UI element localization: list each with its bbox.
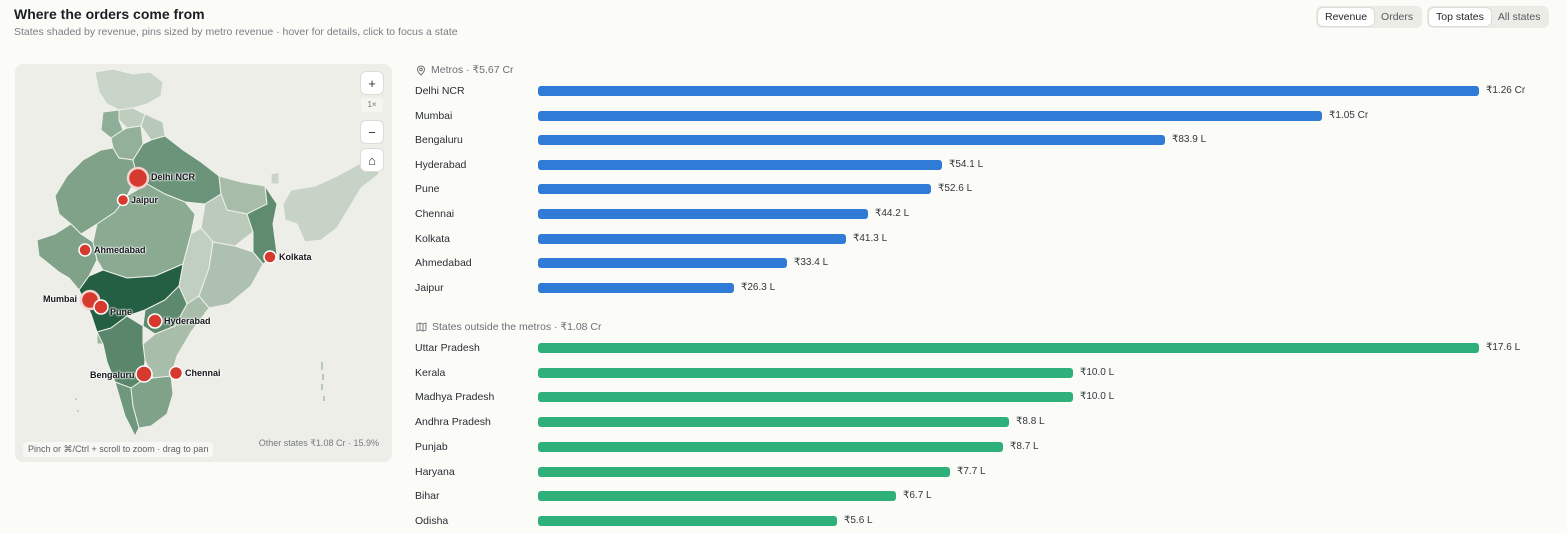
states-row-label: Odisha — [415, 514, 449, 527]
metros-bar[interactable] — [538, 233, 846, 244]
states-bar-value: ₹8.8 L — [1016, 416, 1045, 428]
zoom-in-button[interactable]: + — [361, 72, 383, 94]
pin-bengaluru[interactable] — [135, 365, 153, 383]
states-row-label: Bihar — [415, 490, 440, 503]
metros-row-label: Chennai — [415, 208, 455, 220]
metros-bar[interactable] — [538, 159, 942, 170]
state-jammu-kashmir[interactable] — [94, 68, 164, 111]
pin-label-bengaluru: Bengaluru — [90, 370, 135, 380]
pin-label-mumbai: Mumbai — [43, 294, 78, 304]
states-bar-value: ₹17.6 L — [1486, 342, 1521, 353]
metros-row-label: Hyderabad — [415, 158, 467, 171]
metros-bar-value: ₹83.9 L — [1172, 134, 1207, 146]
metros-bar[interactable] — [538, 86, 1479, 96]
metros-bar[interactable] — [538, 282, 734, 293]
scope-toggle: Top states All states — [1427, 6, 1550, 28]
pin-label-pune: Pune — [110, 307, 133, 317]
metric-orders-button[interactable]: Orders — [1381, 11, 1414, 23]
metric-toggle: Revenue Orders — [1316, 6, 1423, 28]
state-uttarakhand[interactable] — [140, 113, 166, 141]
metros-bar-value: ₹44.2 L — [875, 208, 910, 219]
state-tamil-nadu[interactable] — [130, 375, 174, 429]
page-subtitle: States shaded by revenue, pins sized by … — [14, 26, 458, 38]
states-bar-value: ₹6.7 L — [903, 490, 932, 502]
pin-pune[interactable] — [93, 299, 109, 315]
scope-all-states-button[interactable]: All states — [1497, 11, 1541, 23]
states-bar-value: ₹7.7 L — [957, 465, 986, 477]
metros-row-label: Jaipur — [415, 281, 444, 294]
states-row-label: Kerala — [415, 366, 446, 379]
pin-icon — [416, 64, 426, 76]
andaman-islands — [321, 362, 325, 401]
states-row-label: Andhra Pradesh — [415, 416, 491, 429]
states-bar-value: ₹10.0 L — [1080, 391, 1115, 403]
metros-bar[interactable] — [538, 110, 1322, 121]
states-bar[interactable] — [538, 367, 1073, 378]
pin-label-hyderabad: Hyderabad — [164, 316, 211, 326]
states-bar-value: ₹8.7 L — [1010, 440, 1039, 452]
map-icon — [416, 322, 427, 332]
pin-jaipur[interactable] — [116, 193, 130, 207]
pin-chennai[interactable] — [168, 365, 184, 381]
metros-bar-value: ₹1.26 Cr — [1486, 85, 1526, 96]
metros-bar-value: ₹1.05 Cr — [1329, 109, 1369, 121]
home-icon[interactable]: ⌂ — [361, 149, 383, 171]
states-bar[interactable] — [538, 392, 1073, 403]
states-bar[interactable] — [538, 515, 837, 526]
scope-top-states-button[interactable]: Top states — [1429, 8, 1491, 26]
pin-kolkata[interactable] — [263, 250, 277, 264]
metros-bar[interactable] — [538, 209, 868, 219]
metros-bar-value: ₹41.3 L — [853, 232, 888, 244]
states-bar[interactable] — [538, 441, 1003, 452]
metros-bar[interactable] — [538, 184, 931, 195]
metric-revenue-button[interactable]: Revenue — [1318, 8, 1375, 26]
metros-row-label: Mumbai — [415, 109, 453, 122]
india-map[interactable]: Delhi NCR Jaipur Ahmedabad Kolkata Mumba… — [15, 64, 392, 462]
states-heading: States outside the metros · ₹1.08 Cr — [416, 321, 602, 333]
metros-row-label: Bengaluru — [415, 134, 463, 147]
states-bar-value: ₹10.0 L — [1080, 366, 1115, 378]
pin-label-jaipur: Jaipur — [131, 195, 159, 205]
states-row-label: Punjab — [415, 440, 448, 453]
metros-heading-text: Metros · ₹5.67 Cr — [431, 64, 514, 76]
state-sikkim[interactable] — [270, 171, 280, 185]
metros-bar[interactable] — [538, 258, 787, 269]
metros-bar-value: ₹52.6 L — [938, 183, 973, 195]
page-title: Where the orders come from — [14, 6, 205, 22]
metros-row-label: Ahmedabad — [415, 257, 472, 270]
states-row-label: Madhya Pradesh — [415, 391, 495, 404]
states-row-label: Haryana — [415, 465, 455, 478]
states-bar[interactable] — [538, 491, 896, 502]
lakshadweep-islands — [75, 398, 79, 412]
map-hint: Pinch or ⌘/Ctrl + scroll to zoom · drag … — [23, 442, 214, 457]
metros-heading: Metros · ₹5.67 Cr — [416, 64, 514, 76]
zoom-out-button[interactable]: − — [361, 121, 383, 143]
pin-ahmedabad[interactable] — [78, 243, 92, 257]
states-bar-value: ₹5.6 L — [844, 514, 873, 526]
states-bar[interactable] — [538, 466, 950, 477]
metros-bar-value: ₹26.3 L — [741, 281, 776, 293]
states-bar[interactable] — [538, 343, 1479, 353]
states-row-label: Uttar Pradesh — [415, 342, 480, 354]
map-pins — [78, 166, 277, 383]
metros-bar-value: ₹54.1 L — [949, 158, 984, 170]
state-northeast[interactable] — [282, 159, 380, 243]
metros-row-label: Pune — [415, 183, 440, 196]
metros-bar-value: ₹33.4 L — [794, 257, 829, 269]
other-states-summary: Other states ₹1.08 Cr · 15.9% — [258, 438, 379, 448]
pin-label-kolkata: Kolkata — [279, 252, 312, 262]
metros-row-label: Delhi NCR — [415, 85, 465, 97]
state-odisha[interactable] — [198, 241, 264, 309]
zoom-level: 1× — [361, 98, 383, 112]
pin-delhi-ncr[interactable] — [126, 166, 150, 190]
metros-row-label: Kolkata — [415, 232, 451, 245]
map-canvas[interactable] — [15, 64, 392, 462]
metros-bar[interactable] — [538, 135, 1165, 146]
pin-label-ahmedabad: Ahmedabad — [94, 245, 146, 255]
pin-hyderabad[interactable] — [147, 313, 163, 329]
pin-label-delhi-ncr: Delhi NCR — [151, 172, 196, 182]
states-heading-text: States outside the metros · ₹1.08 Cr — [432, 321, 602, 333]
states-bar[interactable] — [538, 417, 1009, 428]
pin-label-chennai: Chennai — [185, 368, 221, 378]
